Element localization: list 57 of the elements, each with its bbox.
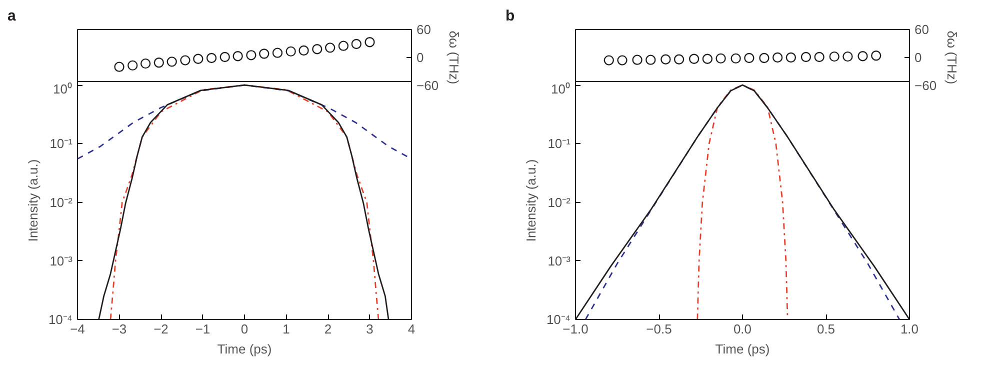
y-tick-label: 10⁻⁴ <box>48 312 72 327</box>
x-tick-label: 4 <box>408 322 416 336</box>
chart-title: b <box>506 8 515 24</box>
y2-tick-label: 0 <box>914 50 922 65</box>
point <box>114 62 124 72</box>
chart-title: a <box>8 8 16 24</box>
y2-tick-label: −60 <box>914 78 937 93</box>
point <box>286 46 296 57</box>
point <box>180 55 190 66</box>
point <box>351 38 362 50</box>
point <box>206 52 217 64</box>
y-tick-label: 10⁻¹ <box>548 136 572 152</box>
y-tick-label: 10⁻² <box>548 194 572 210</box>
x-tick-label: −4 <box>70 322 85 336</box>
x-axis-title: Time (ps) <box>715 342 770 356</box>
y-tick-label: 10⁻³ <box>548 253 572 268</box>
x-tick-label: −2 <box>154 322 168 336</box>
point <box>338 40 349 51</box>
x-tick-label: 1 <box>282 322 290 336</box>
point <box>272 48 283 58</box>
point <box>364 37 375 48</box>
y2-tick-label: 60 <box>914 22 929 37</box>
point <box>220 52 230 62</box>
x-tick-label: 0 <box>240 322 248 336</box>
point <box>312 44 322 54</box>
x-tick-label: 3 <box>366 322 374 336</box>
y-tick-label: 10⁻¹ <box>50 136 74 152</box>
point <box>232 51 243 62</box>
x-axis-title: Time (ps) <box>217 342 272 356</box>
y-tick-label: 10⁰ <box>551 82 571 96</box>
y2-tick-label: 60 <box>416 22 431 37</box>
y-tick-label: 10⁰ <box>53 82 73 96</box>
x-tick-label: −0.5 <box>646 322 672 336</box>
point <box>140 58 151 69</box>
point <box>246 50 256 60</box>
point <box>193 54 204 64</box>
point <box>154 58 164 68</box>
point <box>259 48 270 59</box>
y-tick-label: 10⁻² <box>50 194 74 210</box>
x-tick-label: −3 <box>112 322 127 336</box>
point <box>166 56 177 67</box>
x-tick-label: 1.0 <box>900 322 919 336</box>
point <box>324 42 336 53</box>
y2-axis-title: δω (THz) <box>446 30 462 84</box>
x-tick-label: −1 <box>195 322 210 336</box>
y2-tick-label: −60 <box>416 78 439 93</box>
y2-tick-label: 0 <box>416 50 424 65</box>
y2-axis-title: δω (THz) <box>944 30 960 84</box>
x-tick-label: 0.0 <box>733 322 752 336</box>
point <box>298 45 309 56</box>
y-tick-label: 10⁻³ <box>50 253 74 268</box>
x-tick-label: 2 <box>324 322 332 336</box>
x-tick-label: 0.5 <box>816 322 836 336</box>
y-axis-title: Intensity (a.u.) <box>523 159 538 242</box>
line-series <box>696 84 788 320</box>
point <box>128 60 138 71</box>
y-axis-title: Intensity (a.u.) <box>25 159 40 242</box>
